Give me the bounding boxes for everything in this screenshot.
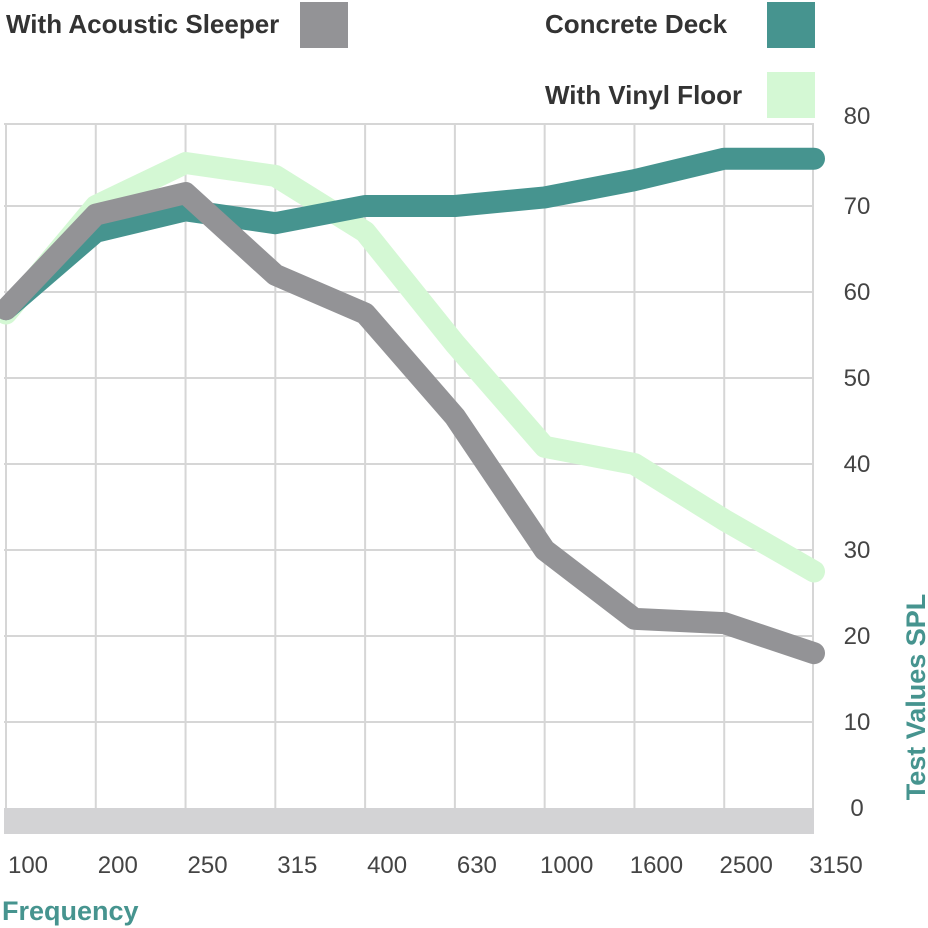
legend: With Acoustic Sleeper Concrete Deck With…: [6, 2, 815, 118]
legend-label-concrete: Concrete Deck: [545, 9, 728, 39]
y-tick-label: 70: [844, 193, 871, 220]
legend-swatch-vinyl: [767, 72, 815, 118]
y-tick-labels: 0 10 20 30 40 50 60 70 80: [844, 103, 871, 822]
series-line-vinyl: [0, 152, 825, 583]
x-tick-label: 400: [367, 852, 407, 879]
legend-label-vinyl: With Vinyl Floor: [545, 80, 742, 110]
x-tick-label: 100: [8, 852, 48, 879]
x-tick-label: 1000: [540, 852, 593, 879]
y-tick-label: 0: [850, 795, 863, 822]
y-tick-label: 30: [844, 537, 871, 564]
x-tick-label: 3150: [809, 852, 862, 879]
legend-swatch-sleeper: [300, 2, 348, 48]
x-tick-label: 630: [457, 852, 497, 879]
y-tick-label: 20: [844, 623, 871, 650]
y-tick-label: 80: [844, 103, 871, 130]
x-axis-title: Frequency: [2, 896, 139, 926]
y-tick-label: 40: [844, 451, 871, 478]
legend-swatch-concrete: [767, 2, 815, 48]
legend-label-sleeper: With Acoustic Sleeper: [6, 9, 279, 39]
x-tick-label: 200: [98, 852, 138, 879]
x-axis-band: [4, 808, 814, 834]
series-line-sleeper: [0, 182, 825, 665]
y-tick-label: 10: [844, 709, 871, 736]
x-tick-labels: 100 200 250 315 400 630 1000 1600 2500 3150: [8, 852, 863, 879]
x-tick-label: 315: [277, 852, 317, 879]
series-lines: [0, 147, 825, 665]
series-line-concrete: [0, 147, 825, 321]
x-tick-label: 250: [188, 852, 228, 879]
x-tick-label: 1600: [630, 852, 683, 879]
x-tick-label: 2500: [720, 852, 773, 879]
y-tick-label: 60: [844, 279, 871, 306]
y-tick-label: 50: [844, 365, 871, 392]
y-axis-title: Test Values SPL: [901, 594, 928, 801]
